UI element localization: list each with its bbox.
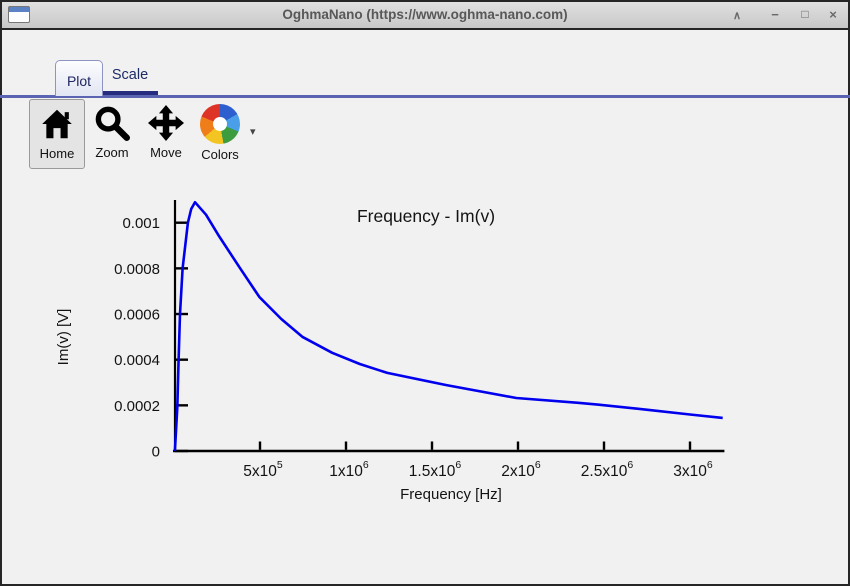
y-tick-label: 0.0004 bbox=[114, 352, 160, 369]
tab-scale-underline bbox=[97, 91, 158, 96]
x-tick-label: 5x105 bbox=[243, 459, 283, 480]
x-tick-label: 2x106 bbox=[501, 459, 541, 480]
y-tick-label: 0.001 bbox=[122, 215, 160, 232]
x-tick-label: 2.5x106 bbox=[581, 459, 634, 480]
colors-dropdown-icon[interactable]: ▾ bbox=[250, 126, 256, 138]
shade-button[interactable]: ∧ bbox=[732, 10, 742, 22]
close-button[interactable]: × bbox=[829, 7, 837, 22]
maximize-button[interactable]: □ bbox=[801, 7, 809, 21]
x-tick-label: 1.5x106 bbox=[409, 459, 462, 480]
tab-plot[interactable]: Plot bbox=[55, 60, 103, 96]
home-button[interactable]: Home bbox=[29, 99, 85, 169]
x-axis-label: Frequency [Hz] bbox=[400, 486, 502, 503]
y-axis-label: Im(v) [V] bbox=[55, 309, 72, 366]
minimize-button[interactable]: − bbox=[771, 7, 779, 22]
zoom-button-label: Zoom bbox=[95, 145, 129, 160]
zoom-button[interactable]: Zoom bbox=[85, 99, 139, 169]
titlebar[interactable]: OghmaNano (https://www.oghma-nano.com) ∧… bbox=[0, 0, 850, 30]
move-button[interactable]: Move bbox=[139, 99, 193, 169]
y-tick-label: 0.0008 bbox=[114, 261, 160, 278]
colors-button-label: Colors bbox=[201, 147, 239, 162]
zoom-icon bbox=[93, 104, 131, 142]
x-tick-label: 1x106 bbox=[329, 459, 369, 480]
y-tick-label: 0.0002 bbox=[114, 398, 160, 415]
colors-button[interactable]: Colors bbox=[191, 99, 249, 169]
move-icon bbox=[147, 104, 185, 142]
chart-title: Frequency - Im(v) bbox=[357, 206, 495, 226]
y-tick-label: 0.0006 bbox=[114, 307, 160, 324]
colors-icon bbox=[200, 104, 240, 144]
window-title: OghmaNano (https://www.oghma-nano.com) bbox=[282, 7, 568, 22]
home-button-label: Home bbox=[39, 146, 75, 161]
y-tick-label: 0 bbox=[152, 444, 160, 461]
x-tick-label: 3x106 bbox=[673, 459, 713, 480]
tab-scale[interactable]: Scale bbox=[111, 67, 149, 83]
home-icon bbox=[38, 105, 76, 143]
window-icon bbox=[8, 6, 30, 23]
curve-im-v bbox=[173, 200, 723, 452]
frequency-im-chart: 0 0.0002 0.0004 0.0006 0.0008 0.001 5x105 1x106… bbox=[55, 200, 725, 503]
tab-bar-line bbox=[0, 95, 850, 98]
move-button-label: Move bbox=[150, 145, 182, 160]
